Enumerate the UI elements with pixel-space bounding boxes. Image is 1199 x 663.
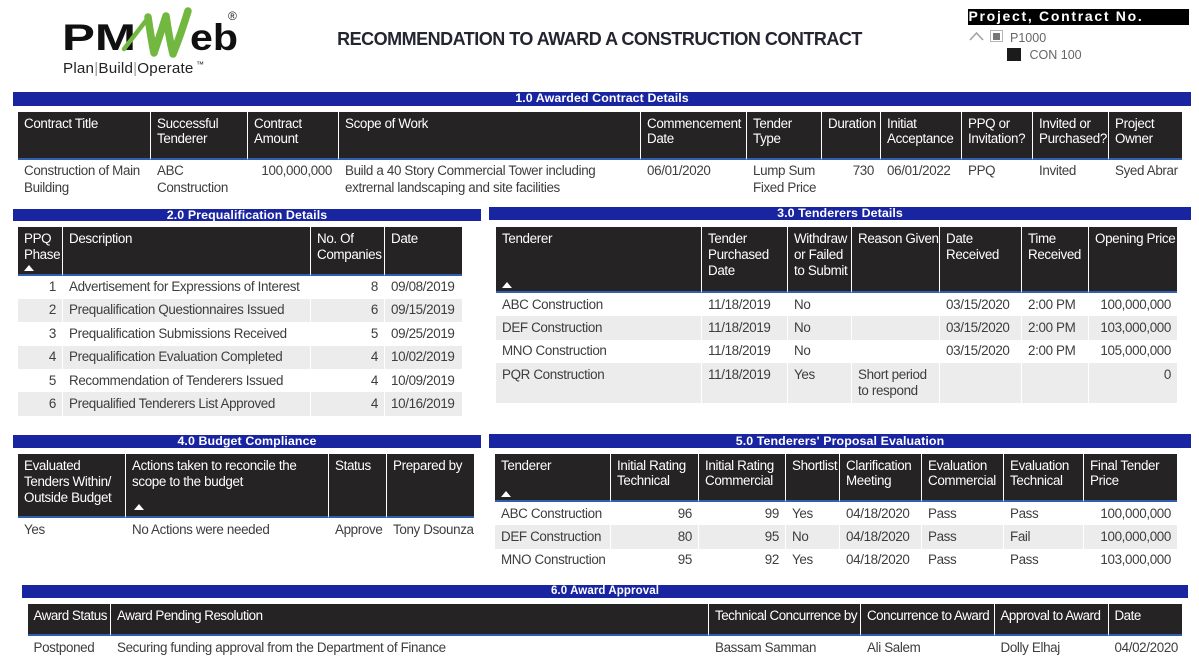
svg-text:®: ® xyxy=(228,9,237,23)
svg-text:Plan|Build|Operate: Plan|Build|Operate xyxy=(63,60,194,77)
svg-text:eb: eb xyxy=(190,17,238,58)
svg-text:™: ™ xyxy=(196,60,204,69)
